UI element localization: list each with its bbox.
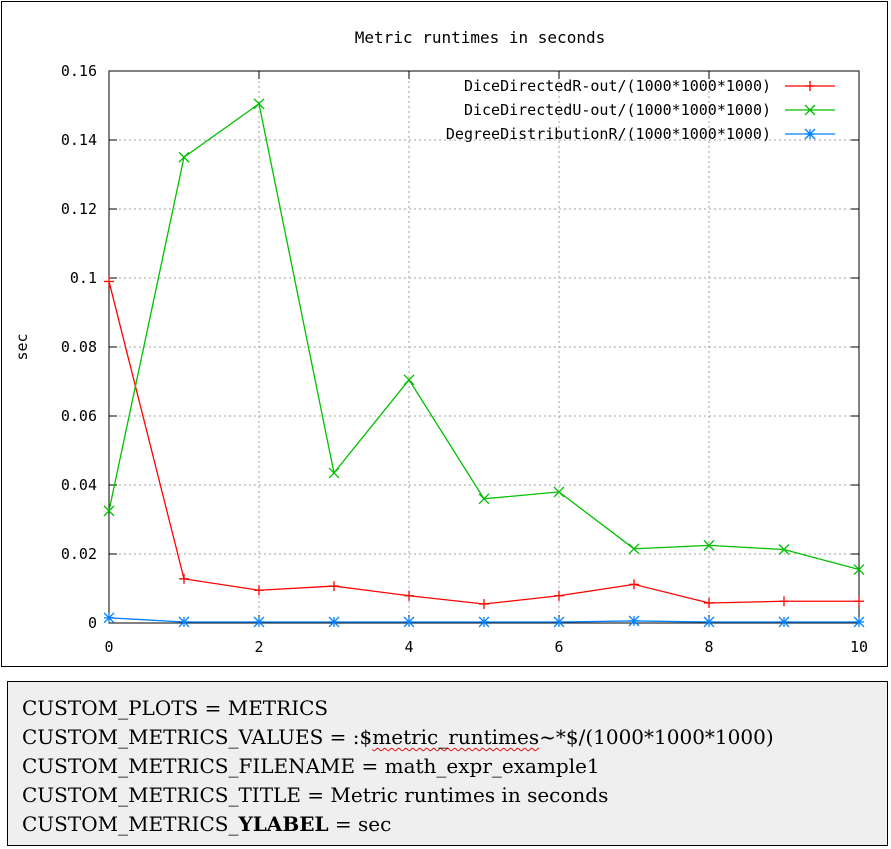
y-tick-label: 0.02 (61, 545, 97, 563)
data-point (178, 151, 190, 163)
data-point (779, 596, 789, 607)
data-point-stroke (253, 616, 265, 628)
data-point (778, 616, 790, 628)
config-line-plots: CUSTOM_PLOTS = METRICS (22, 696, 329, 720)
config-line-ylabel: CUSTOM_METRICS_YLABEL = sec (22, 812, 392, 836)
data-point (478, 616, 490, 628)
y-tick-label: 0 (88, 614, 97, 632)
spellcheck-flagged-word: metric_runtimes (372, 725, 540, 749)
data-point (553, 486, 565, 498)
y-tick-label: 0.16 (61, 62, 97, 80)
data-point (703, 539, 715, 551)
data-point (103, 612, 115, 624)
config-line-values: CUSTOM_METRICS_VALUES = :$metric_runtime… (22, 725, 774, 749)
config-line-title: CUSTOM_METRICS_TITLE = Metric runtimes i… (22, 783, 609, 807)
data-point (628, 543, 640, 555)
data-point (479, 599, 489, 610)
data-point-stroke (553, 616, 565, 628)
data-point-stroke (103, 505, 115, 517)
data-point-stroke (853, 564, 865, 575)
y-tick-label: 0.14 (61, 131, 97, 149)
series-2 (103, 98, 865, 575)
data-point (104, 276, 114, 287)
data-point (629, 579, 639, 590)
data-point (179, 573, 189, 584)
data-point (478, 493, 490, 505)
data-point (404, 590, 414, 601)
data-point (704, 597, 714, 608)
data-point (178, 616, 190, 628)
data-point (628, 615, 640, 627)
legend-marker (804, 128, 816, 140)
data-point (253, 98, 265, 110)
data-point-stroke (178, 151, 190, 163)
data-point (854, 596, 864, 607)
data-point-stroke (478, 493, 490, 505)
data-point-stroke (328, 616, 340, 628)
data-point (328, 467, 340, 479)
data-point (253, 616, 265, 628)
line-chart: 0 0.02 0.04 0.06 0.08 0.1 0.12 0.14 0.16 0 2 4 6 8 10 M… (13, 28, 868, 656)
x-tick-label: 2 (254, 638, 263, 656)
data-point-stroke (328, 467, 340, 479)
data-point-stroke (253, 98, 265, 110)
data-point (328, 616, 340, 628)
legend-marker (804, 104, 816, 116)
data-point (403, 374, 415, 386)
y-tick-label: 0.1 (70, 269, 97, 287)
series-line (108, 281, 859, 605)
data-point (778, 544, 790, 555)
data-point-stroke (628, 543, 640, 555)
data-point (853, 564, 865, 575)
x-tick-label: 4 (404, 638, 413, 656)
x-tick-label: 6 (554, 638, 563, 656)
legend-marker-stroke (804, 128, 816, 140)
data-point (553, 616, 565, 628)
data-point-stroke (628, 615, 640, 627)
y-tick-label: 0.08 (61, 338, 97, 356)
chart-title: Metric runtimes in seconds (355, 28, 605, 47)
config-box: CUSTOM_PLOTS = METRICS CUSTOM_METRICS_VA… (7, 681, 888, 846)
legend-label: DegreeDistributionR/(1000*1000*1000) (446, 125, 771, 143)
data-point-stroke (778, 544, 790, 555)
data-point-stroke (403, 374, 415, 386)
data-point-stroke (553, 486, 565, 498)
data-point (403, 616, 415, 628)
data-point (703, 616, 715, 628)
y-tick-label: 0.06 (61, 407, 97, 425)
data-point-stroke (703, 539, 715, 551)
data-point-stroke (478, 616, 490, 628)
config-line-filename: CUSTOM_METRICS_FILENAME = math_expr_exam… (22, 754, 600, 778)
legend: DiceDirectedR-out/(1000*1000*1000) DiceDi… (446, 77, 835, 143)
data-point-stroke (103, 612, 115, 624)
legend-label: DiceDirectedU-out/(1000*1000*1000) (464, 101, 771, 119)
x-tick-label: 0 (104, 638, 113, 656)
legend-marker-stroke (804, 104, 816, 116)
series-3 (103, 612, 865, 628)
series-1 (104, 276, 864, 610)
x-tick-label: 8 (704, 638, 713, 656)
legend-label: DiceDirectedR-out/(1000*1000*1000) (464, 77, 771, 95)
data-point (554, 590, 564, 601)
legend-marker (805, 81, 815, 91)
data-point-stroke (778, 616, 790, 628)
data-point (254, 585, 264, 596)
data-point-stroke (853, 616, 865, 628)
y-axis-label: sec (13, 333, 31, 360)
data-point-stroke (178, 616, 190, 628)
data-point (103, 505, 115, 517)
y-tick-label: 0.12 (61, 200, 97, 218)
data-point (853, 616, 865, 628)
data-point (329, 581, 339, 592)
data-point-stroke (703, 616, 715, 628)
chart-frame: 0 0.02 0.04 0.06 0.08 0.1 0.12 0.14 0.16 0 2 4 6 8 10 M… (1, 1, 888, 667)
data-point-stroke (403, 616, 415, 628)
x-tick-label: 10 (850, 638, 868, 656)
y-tick-label: 0.04 (61, 476, 97, 494)
